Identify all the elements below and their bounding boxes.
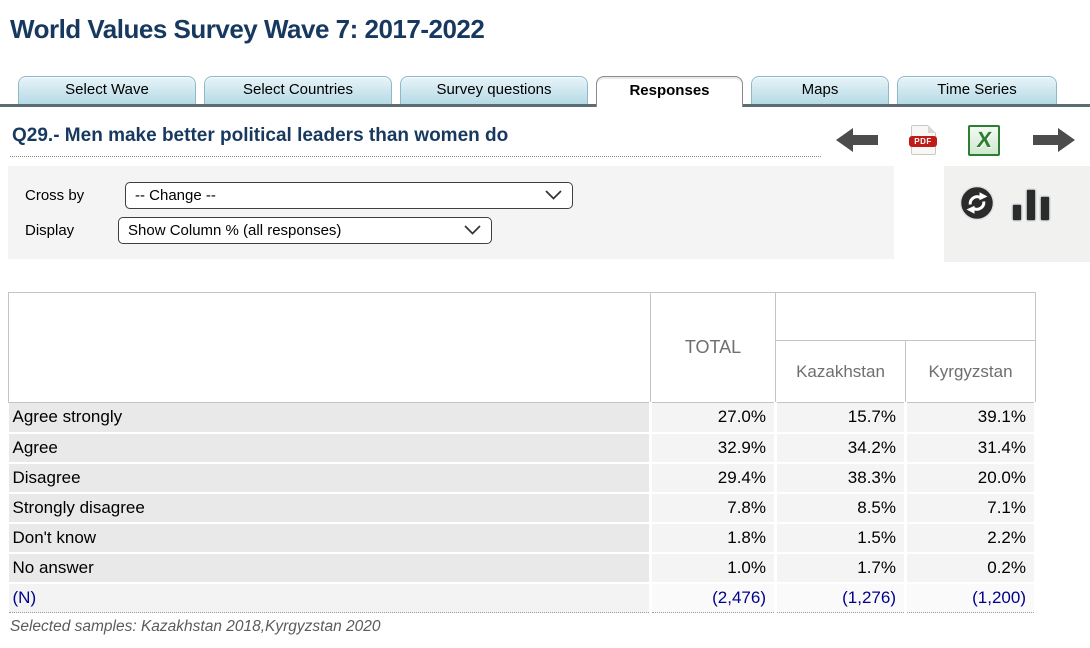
controls-panel: Cross by -- Change -- Display Show Colum…	[8, 166, 894, 259]
row-label: Don't know	[8, 522, 652, 554]
bar-chart-icon[interactable]	[1010, 185, 1052, 225]
cross-by-select[interactable]: -- Change --	[125, 181, 573, 209]
tab-select-wave[interactable]: Select Wave	[18, 76, 196, 104]
previous-arrow-icon[interactable]	[835, 127, 879, 153]
kazakhstan-value: 38.3%	[775, 462, 907, 494]
tab-time-series[interactable]: Time Series	[897, 76, 1057, 104]
tabs-container: Select Wave Select Countries Survey ques…	[18, 76, 1057, 107]
country-column-header-kazakhstan: Kazakhstan	[775, 340, 906, 403]
controls-row: Cross by -- Change -- Display Show Colum…	[8, 166, 1090, 262]
display-select-value: Show Column % (all responses)	[128, 221, 342, 239]
kyrgyzstan-value: 2.2%	[905, 522, 1037, 554]
pdf-export-icon[interactable]: PDF	[909, 125, 937, 155]
total-value: 27.0%	[650, 402, 777, 434]
page-title: World Values Survey Wave 7: 2017-2022	[10, 14, 485, 44]
table-row: Strongly disagree 7.8% 8.5% 7.1%	[8, 492, 1037, 524]
question-heading: Q29.- Men make better political leaders …	[10, 123, 821, 157]
total-value: 32.9%	[650, 432, 777, 464]
kazakhstan-value: 1.5%	[775, 522, 907, 554]
row-label: Agree	[8, 432, 652, 464]
display-line: Display Show Column % (all responses)	[25, 215, 894, 245]
table-row-n: (N) (2,476) (1,276) (1,200)	[8, 582, 1037, 613]
question-toolbar: PDF X	[835, 124, 1076, 156]
row-label: Strongly disagree	[8, 492, 652, 524]
total-column-header: TOTAL	[650, 292, 776, 403]
cross-by-select-value: -- Change --	[135, 186, 216, 204]
display-label: Display	[25, 221, 75, 239]
table-row: Don't know 1.8% 1.5% 2.2%	[8, 522, 1037, 554]
total-value: 7.8%	[650, 492, 777, 524]
total-value: 1.0%	[650, 552, 777, 584]
question-row: Q29.- Men make better political leaders …	[10, 123, 1076, 157]
tab-bar: Select Wave Select Countries Survey ques…	[0, 76, 1090, 107]
total-value: 29.4%	[650, 462, 777, 494]
kyrgyzstan-value: 7.1%	[905, 492, 1037, 524]
kyrgyzstan-value: 0.2%	[905, 552, 1037, 584]
iso-group-header: ISO 3166-1 numeric country code	[775, 292, 1036, 341]
tab-select-countries[interactable]: Select Countries	[204, 76, 392, 104]
row-label: Disagree	[8, 462, 652, 494]
row-label: No answer	[8, 552, 652, 584]
excel-export-icon[interactable]: X	[968, 124, 1000, 156]
display-select[interactable]: Show Column % (all responses)	[118, 216, 492, 244]
tab-maps[interactable]: Maps	[751, 76, 889, 104]
row-label: (N)	[8, 582, 652, 613]
selected-samples-note: Selected samples: Kazakhstan 2018,Kyrgyz…	[10, 618, 381, 635]
table-row: Disagree 29.4% 38.3% 20.0%	[8, 462, 1037, 494]
kyrgyzstan-value: 31.4%	[905, 432, 1037, 464]
total-value: 1.8%	[650, 522, 777, 554]
tab-responses[interactable]: Responses	[596, 76, 743, 107]
kyrgyzstan-value: 39.1%	[905, 402, 1037, 434]
view-tools-panel	[944, 166, 1090, 262]
row-label: Agree strongly	[8, 402, 652, 434]
kazakhstan-value: 1.7%	[775, 552, 907, 584]
kazakhstan-value: 34.2%	[775, 432, 907, 464]
kyrgyzstan-value: 20.0%	[905, 462, 1037, 494]
country-column-header-kyrgyzstan: Kyrgyzstan	[905, 340, 1036, 403]
table-row: Agree 32.9% 34.2% 31.4%	[8, 432, 1037, 464]
kazakhstan-value: (1,276)	[775, 582, 907, 613]
total-value: (2,476)	[650, 582, 777, 613]
table-row: No answer 1.0% 1.7% 0.2%	[8, 552, 1037, 584]
next-arrow-icon[interactable]	[1032, 127, 1076, 153]
refresh-icon[interactable]	[959, 185, 995, 221]
kyrgyzstan-value: (1,200)	[905, 582, 1037, 613]
responses-table: TOTAL ISO 3166-1 numeric country code Ka…	[8, 292, 1037, 613]
chevron-down-icon	[464, 225, 481, 235]
chevron-down-icon	[545, 190, 562, 200]
cross-by-label: Cross by	[25, 186, 85, 204]
kazakhstan-value: 15.7%	[775, 402, 907, 434]
tab-survey-questions[interactable]: Survey questions	[400, 76, 588, 104]
table-row: Agree strongly 27.0% 15.7% 39.1%	[8, 402, 1037, 434]
kazakhstan-value: 8.5%	[775, 492, 907, 524]
cross-by-line: Cross by -- Change --	[25, 180, 894, 210]
corner-header-cell	[8, 292, 651, 403]
tab-underline	[0, 104, 1090, 107]
